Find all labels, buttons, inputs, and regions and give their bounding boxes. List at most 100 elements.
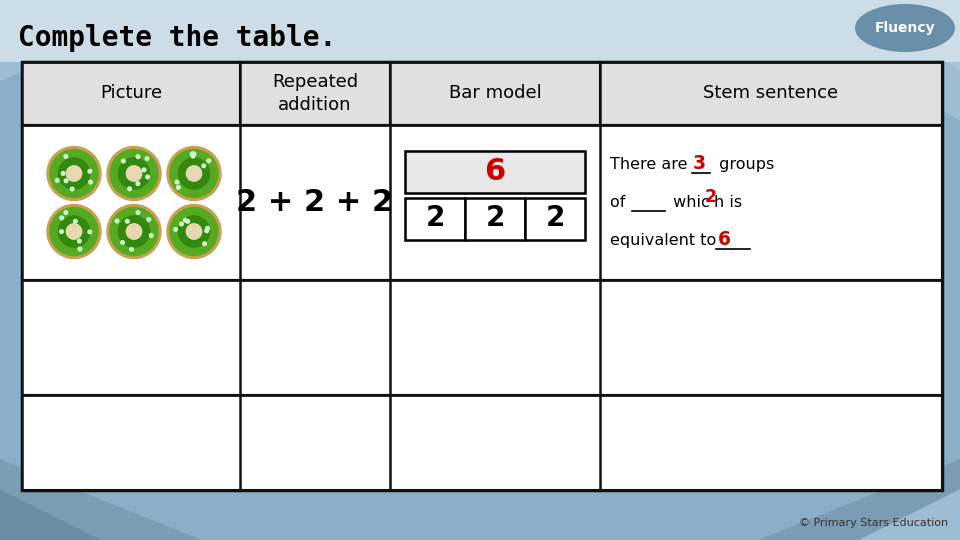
Ellipse shape [855,4,955,52]
Polygon shape [0,0,120,50]
Circle shape [170,150,218,198]
Circle shape [207,159,210,163]
Circle shape [47,205,101,259]
Circle shape [167,205,221,259]
Polygon shape [0,0,200,80]
Circle shape [121,241,125,244]
Circle shape [177,186,180,190]
Polygon shape [0,490,100,540]
Circle shape [122,159,125,163]
Bar [405,151,585,192]
Circle shape [179,216,209,247]
Text: 6: 6 [718,230,731,249]
Circle shape [74,219,77,223]
Circle shape [78,239,82,243]
Circle shape [192,152,196,156]
Circle shape [146,175,150,179]
Bar [22,395,942,490]
Circle shape [179,158,209,189]
Text: of: of [610,195,631,210]
Text: whic: whic [668,195,709,210]
Bar [525,198,585,240]
Bar [390,62,600,125]
Text: h is: h is [714,195,742,210]
Circle shape [70,187,74,191]
Text: Picture: Picture [100,84,162,103]
Circle shape [136,182,140,185]
Circle shape [110,150,158,198]
Circle shape [190,152,194,156]
Text: There are: There are [610,157,692,172]
Text: © Primary Stars Education: © Primary Stars Education [799,518,948,528]
Text: Fluency: Fluency [875,21,935,35]
Circle shape [61,172,65,175]
Circle shape [64,179,68,183]
Bar [0,0,960,62]
Text: 2: 2 [545,205,564,233]
Text: Complete the table.: Complete the table. [18,24,336,52]
Circle shape [183,219,187,222]
Circle shape [50,207,98,255]
Circle shape [202,164,205,167]
Circle shape [175,180,179,184]
Polygon shape [860,0,960,70]
Circle shape [174,227,178,231]
Circle shape [66,224,82,239]
Circle shape [186,166,202,181]
Circle shape [145,157,149,160]
Bar [465,198,525,240]
Circle shape [118,216,150,247]
Text: Repeated
addition: Repeated addition [272,73,358,113]
Bar [600,62,942,125]
Text: 3: 3 [693,154,707,173]
Circle shape [78,247,82,251]
Polygon shape [860,490,960,540]
Circle shape [167,146,221,200]
Circle shape [118,158,150,189]
Circle shape [127,224,142,239]
Text: 2: 2 [486,205,505,233]
Circle shape [147,218,151,221]
Circle shape [59,216,89,247]
Bar [22,62,942,490]
Text: 2 + 2 + 2: 2 + 2 + 2 [236,188,394,217]
Circle shape [56,179,60,182]
Circle shape [88,180,92,184]
Bar [22,125,942,280]
Text: Bar model: Bar model [448,84,541,103]
Text: 2: 2 [705,188,717,206]
Polygon shape [0,460,200,540]
Circle shape [186,224,202,239]
Circle shape [60,216,63,220]
Circle shape [64,211,67,214]
Bar [240,62,390,125]
Text: 2: 2 [425,205,444,233]
Polygon shape [760,460,960,540]
Circle shape [170,207,218,255]
Circle shape [191,154,195,158]
Bar [22,280,942,395]
Circle shape [88,170,91,173]
Circle shape [59,158,89,189]
Circle shape [204,229,208,233]
Bar [405,198,465,240]
Circle shape [130,247,133,251]
Circle shape [142,168,146,172]
Circle shape [186,220,190,223]
Circle shape [107,205,161,259]
Circle shape [205,226,209,230]
Circle shape [127,166,142,181]
Circle shape [150,234,153,237]
Polygon shape [760,0,960,120]
Circle shape [203,242,206,246]
Circle shape [180,222,183,226]
Circle shape [50,150,98,198]
Text: Stem sentence: Stem sentence [704,84,839,103]
Circle shape [88,230,91,234]
Circle shape [47,146,101,200]
Text: 6: 6 [485,157,506,186]
Circle shape [136,155,140,158]
Circle shape [115,219,119,223]
Circle shape [64,154,67,158]
Text: groups: groups [714,157,775,172]
